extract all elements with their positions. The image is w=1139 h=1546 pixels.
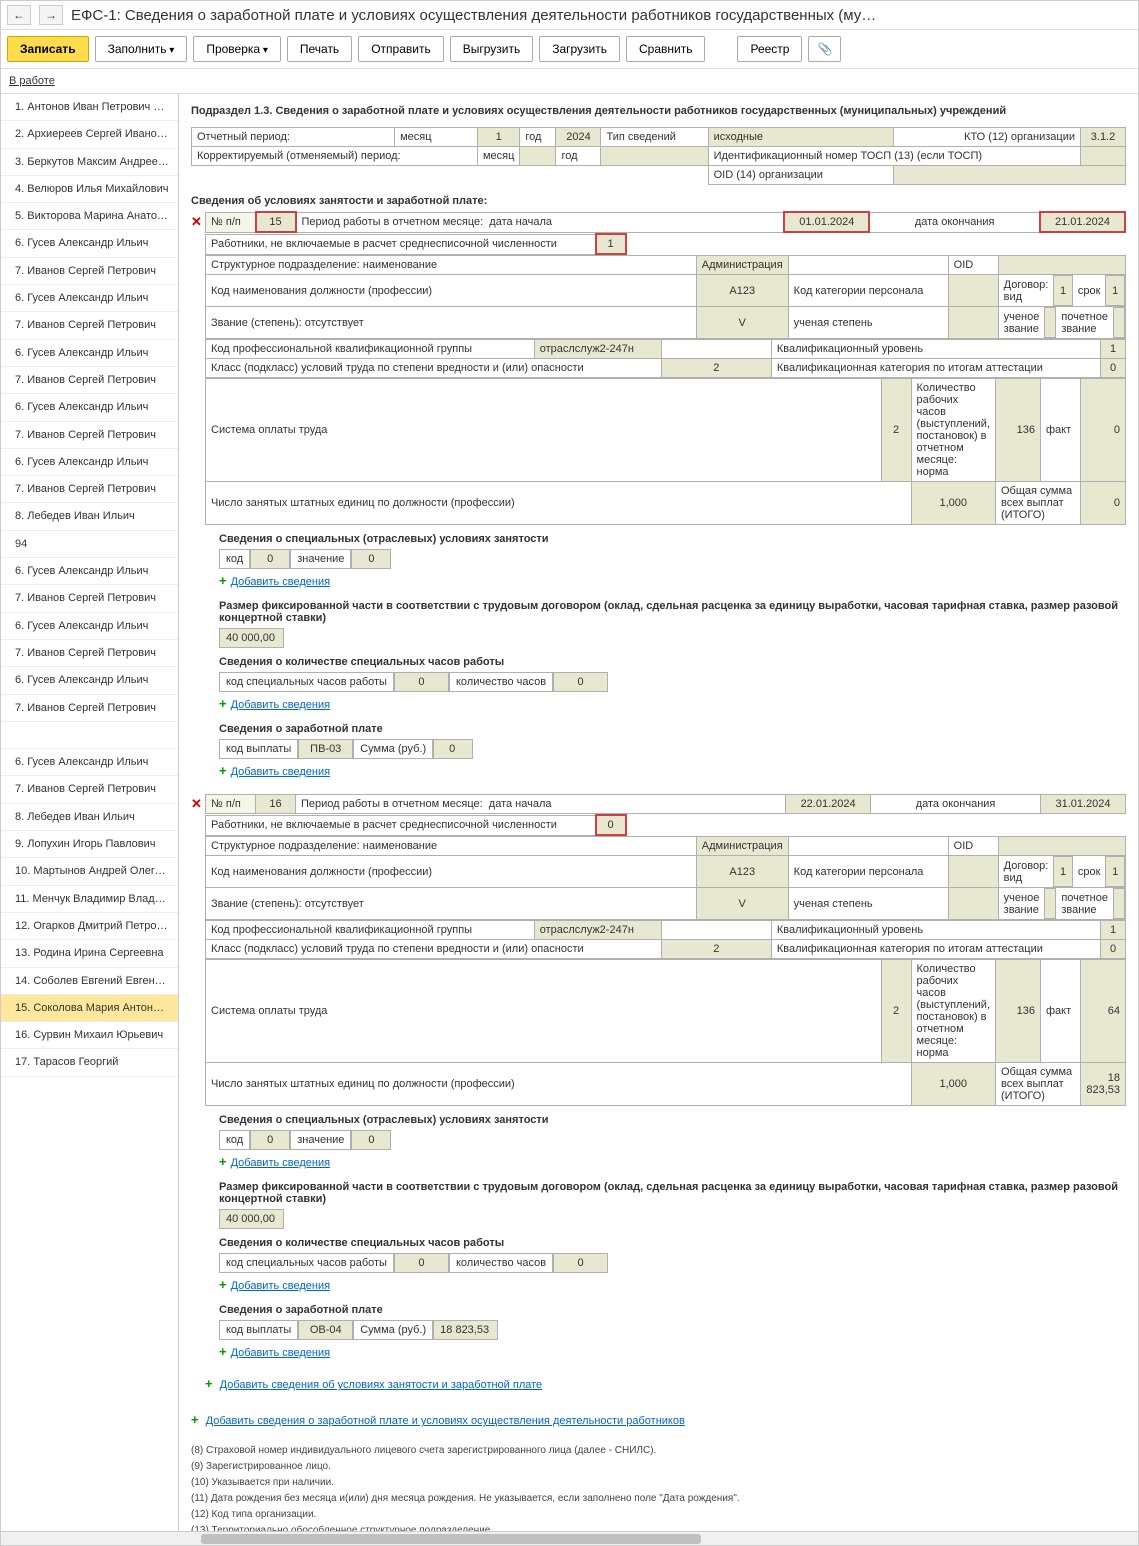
tosp-value[interactable] (1081, 147, 1126, 166)
sidebar-item[interactable]: 1. Антонов Иван Петрович 130-274-474 25 (1, 94, 178, 121)
tosp-label: Идентификационный номер ТОСП (13) (если … (708, 147, 1080, 166)
add-info-link[interactable]: Добавить сведения (231, 766, 330, 778)
sidebar-item[interactable]: 7. Иванов Сергей Петрович (1, 312, 178, 339)
save-button[interactable]: Записать (7, 36, 89, 62)
print-button[interactable]: Печать (287, 36, 352, 62)
export-button[interactable]: Выгрузить (450, 36, 534, 62)
month-value[interactable]: 1 (477, 128, 519, 147)
conditions-title: Сведения об условиях занятости и заработ… (191, 195, 1126, 207)
footnote: (11) Дата рождения без месяца и(или) дня… (191, 1491, 1126, 1506)
sidebar-item[interactable]: 6. Гусев Александр Ильич (1, 340, 178, 367)
sidebar-item[interactable]: 6. Гусев Александр Ильич (1, 613, 178, 640)
window-header: ← → ЕФС-1: Сведения о заработной плате и… (1, 1, 1138, 30)
back-button[interactable]: ← (7, 5, 31, 25)
toolbar: Записать Заполнить Проверка Печать Отпра… (1, 30, 1138, 69)
footnote: (13) Территориально обособленное структу… (191, 1523, 1126, 1531)
sidebar-item[interactable]: 16. Сурвин Михаил Юрьевич (1, 1022, 178, 1049)
sidebar-item[interactable]: 6. Гусев Александр Ильич (1, 394, 178, 421)
sidebar-item[interactable] (1, 722, 178, 749)
footnote: (12) Код типа организации. (191, 1507, 1126, 1522)
content-area: Подраздел 1.3. Сведения о заработной пла… (179, 94, 1138, 1531)
sidebar-item[interactable]: 7. Иванов Сергей Петрович (1, 476, 178, 503)
oid-value[interactable] (893, 166, 1126, 185)
footnote: (8) Страховой номер индивидуального лице… (191, 1443, 1126, 1458)
sidebar-item[interactable]: 5. Викторова Марина Анатольевна 206-645-… (1, 203, 178, 230)
sidebar-item[interactable]: 7. Иванов Сергей Петрович (1, 367, 178, 394)
sidebar-item[interactable]: 15. Соколова Мария Антоновна 206-845-984… (1, 995, 178, 1022)
add-info-link[interactable]: Добавить сведения (231, 576, 330, 588)
oid-label: OID (14) организации (708, 166, 893, 185)
compare-button[interactable]: Сравнить (626, 36, 705, 62)
sidebar-item[interactable]: 6. Гусев Александр Ильич (1, 449, 178, 476)
sidebar-item[interactable]: 11. Менчук Владимир Владимирович (1, 886, 178, 913)
sidebar-item[interactable]: 8. Лебедев Иван Ильич (1, 503, 178, 530)
registry-button[interactable]: Реестр (737, 36, 802, 62)
add-main-link[interactable]: Добавить сведения о заработной плате и у… (206, 1415, 685, 1427)
info-type-value[interactable]: исходные (708, 128, 893, 147)
sidebar-item[interactable]: 7. Иванов Сергей Петрович (1, 585, 178, 612)
employee-sidebar: 1. Антонов Иван Петрович 130-274-474 252… (1, 94, 179, 1531)
sidebar-item[interactable]: 10. Мартынов Андрей Олегович 106-465-016… (1, 858, 178, 885)
sidebar-item[interactable]: 6. Гусев Александр Ильич (1, 667, 178, 694)
fill-button[interactable]: Заполнить (95, 36, 188, 62)
horizontal-scrollbar[interactable] (1, 1531, 1138, 1545)
sidebar-item[interactable]: 4. Велюров Илья Михайлович (1, 176, 178, 203)
status-bar: В работе (1, 69, 1138, 94)
sidebar-item[interactable]: 6. Гусев Александр Ильич (1, 285, 178, 312)
kto-value[interactable]: 3.1.2 (1081, 128, 1126, 147)
import-button[interactable]: Загрузить (539, 36, 620, 62)
period-table: Отчетный период: месяц 1 год 2024 Тип св… (191, 127, 1126, 185)
correct-year-label: год (556, 147, 601, 166)
attach-button[interactable]: 📎 (808, 36, 841, 62)
sidebar-item[interactable]: 7. Иванов Сергей Петрович (1, 695, 178, 722)
sidebar-item[interactable]: 94 (1, 531, 178, 558)
sidebar-item[interactable]: 9. Лопухин Игорь Павлович (1, 831, 178, 858)
footnote: (9) Зарегистрированное лицо. (191, 1459, 1126, 1474)
year-value[interactable]: 2024 (556, 128, 601, 147)
footnotes: (8) Страховой номер индивидуального лице… (191, 1443, 1126, 1531)
correct-period-label: Корректируемый (отменяемый) период: (192, 147, 478, 166)
sidebar-item[interactable]: 6. Гусев Александр Ильич (1, 558, 178, 585)
sidebar-item[interactable]: 6. Гусев Александр Ильич (1, 230, 178, 257)
sidebar-item[interactable]: 12. Огарков Дмитрий Петрович (1, 913, 178, 940)
add-conditions-link[interactable]: Добавить сведения об условиях занятости … (220, 1379, 543, 1391)
kto-label: КТО (12) организации (893, 128, 1081, 147)
correct-month-label: месяц (477, 147, 519, 166)
info-type-label: Тип сведений (601, 128, 708, 147)
add-info-link[interactable]: Добавить сведения (231, 1347, 330, 1359)
sidebar-item[interactable]: 6. Гусев Александр Ильич (1, 749, 178, 776)
month-label: месяц (395, 128, 478, 147)
report-period-label: Отчетный период: (192, 128, 395, 147)
sidebar-item[interactable]: 2. Архиереев Сергей Иванович 139-786-898… (1, 121, 178, 148)
year-label: год (520, 128, 556, 147)
correct-month-value[interactable] (520, 147, 556, 166)
delete-record-button[interactable]: ✕ (191, 794, 205, 814)
scrollbar-thumb[interactable] (201, 1534, 701, 1544)
add-info-link[interactable]: Добавить сведения (231, 1157, 330, 1169)
sidebar-item[interactable]: 7. Иванов Сергей Петрович (1, 640, 178, 667)
plus-icon: + (191, 1412, 199, 1427)
add-info-link[interactable]: Добавить сведения (231, 1280, 330, 1292)
paperclip-icon: 📎 (817, 42, 832, 56)
sidebar-item[interactable]: 13. Родина Ирина Сергеевна (1, 940, 178, 967)
sidebar-item[interactable]: 8. Лебедев Иван Ильич (1, 804, 178, 831)
window-title: ЕФС-1: Сведения о заработной плате и усл… (71, 7, 876, 24)
footnote: (10) Указывается при наличии. (191, 1475, 1126, 1490)
add-info-link[interactable]: Добавить сведения (231, 699, 330, 711)
delete-record-button[interactable]: ✕ (191, 211, 205, 233)
plus-icon: + (205, 1376, 213, 1391)
check-button[interactable]: Проверка (193, 36, 281, 62)
sidebar-item[interactable]: 14. Соболев Евгений Евгеньевич (1, 968, 178, 995)
send-button[interactable]: Отправить (358, 36, 444, 62)
sidebar-item[interactable]: 17. Тарасов Георгий (1, 1049, 178, 1076)
correct-year-value[interactable] (601, 147, 708, 166)
sidebar-item[interactable]: 7. Иванов Сергей Петрович (1, 422, 178, 449)
forward-button[interactable]: → (39, 5, 63, 25)
sidebar-item[interactable]: 7. Иванов Сергей Петрович (1, 776, 178, 803)
sidebar-item[interactable]: 7. Иванов Сергей Петрович (1, 258, 178, 285)
sidebar-item[interactable]: 3. Беркутов Максим Андреевич (1, 149, 178, 176)
section-title: Подраздел 1.3. Сведения о заработной пла… (191, 104, 1126, 119)
status-in-work[interactable]: В работе (9, 75, 55, 87)
